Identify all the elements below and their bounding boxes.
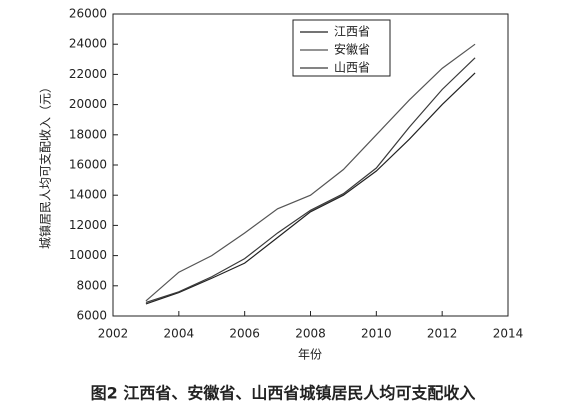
y-tick-label: 8000 [76,278,107,292]
series-line [145,57,476,303]
x-tick-label: 2006 [229,327,260,341]
y-tick-label: 10000 [69,248,107,262]
legend-label: 安徽省 [334,42,370,57]
chart-title: 图2 江西省、安徽省、山西省城镇居民人均可支配收入 [91,384,476,403]
series-line [145,72,476,305]
y-tick-label: 12000 [69,218,107,232]
x-tick-label: 2002 [98,327,129,341]
y-tick-label: 18000 [69,127,107,141]
y-tick-label: 16000 [69,158,107,172]
y-tick-label: 26000 [69,7,107,21]
series-line [145,43,476,302]
legend-label: 江西省 [334,25,370,39]
y-axis-label: 城镇居民人均可支配收入（元） [39,81,53,249]
y-tick-label: 14000 [69,188,107,202]
x-tick-label: 2004 [164,327,195,341]
x-axis-label: 年份 [298,348,322,362]
y-tick-label: 24000 [69,37,107,51]
legend-box [292,19,391,77]
y-tick-label: 6000 [76,309,107,323]
x-tick-label: 2010 [361,327,392,341]
x-tick-label: 2014 [493,327,524,341]
x-tick-label: 2012 [427,327,458,341]
legend-label: 山西省 [334,61,370,75]
y-tick-label: 20000 [69,97,107,111]
x-tick-label: 2008 [295,327,326,341]
y-tick-label: 22000 [69,67,107,81]
